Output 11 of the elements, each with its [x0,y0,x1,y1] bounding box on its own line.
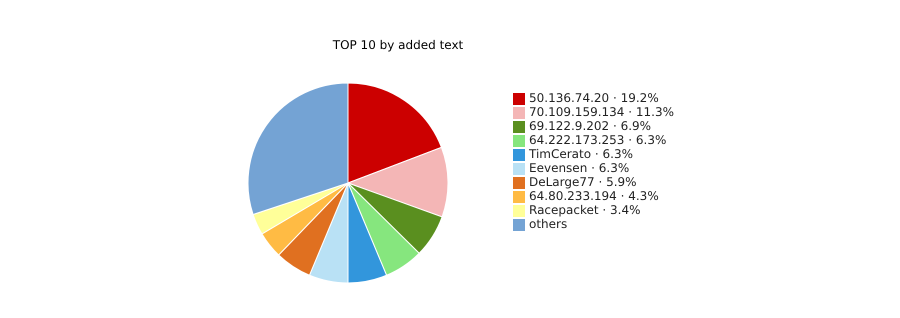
chart-title: TOP 10 by added text [332,38,464,52]
legend-label: 69.122.9.202 · 6.9% [529,119,652,133]
legend-label: TimCerato · 6.3% [529,147,634,161]
legend-label: DeLarge77 · 5.9% [529,175,637,189]
legend-label: Eevensen · 6.3% [529,161,630,175]
legend-label: 64.80.233.194 · 4.3% [529,189,659,203]
legend-label: 50.136.74.20 · 19.2% [529,91,659,105]
legend-label: 64.222.173.253 · 6.3% [529,133,666,147]
legend-label: Racepacket · 3.4% [529,203,641,217]
legend-label: 70.109.159.134 · 11.3% [529,105,674,119]
legend-label: others [529,217,568,231]
